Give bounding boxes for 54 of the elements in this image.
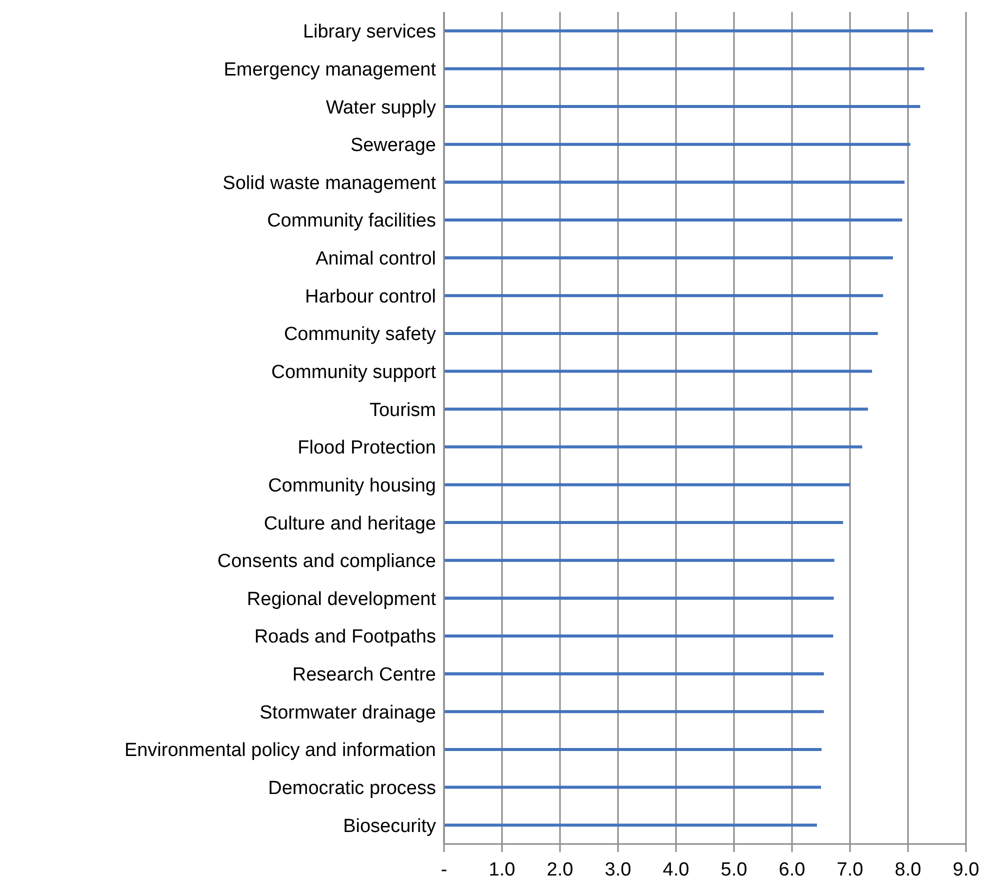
- x-tick-label: -: [440, 859, 448, 880]
- y-tick-label: Solid waste management: [222, 172, 437, 194]
- bar: [444, 408, 868, 411]
- bar: [444, 370, 872, 373]
- bar: [444, 521, 844, 524]
- bar: [444, 786, 821, 789]
- y-tick-label: Tourism: [369, 400, 436, 421]
- y-tick-label: Stormwater drainage: [260, 702, 436, 724]
- y-tick-label: Regional development: [246, 588, 437, 610]
- x-tick-label: 1.0: [488, 859, 516, 880]
- y-tick-label: Community support: [271, 362, 437, 384]
- bar: [444, 105, 920, 108]
- bar: [444, 294, 884, 298]
- x-tick-label: 6.0: [778, 859, 806, 880]
- x-tick-label: 4.0: [662, 859, 690, 880]
- y-tick-label: Consents and compliance: [217, 551, 436, 572]
- bar: [444, 218, 902, 222]
- bar: [444, 142, 910, 146]
- bar: [444, 180, 905, 184]
- bar: [444, 332, 878, 335]
- x-tick-label: 2.0: [546, 859, 574, 880]
- x-tick-label: 5.0: [720, 859, 748, 880]
- y-tick-label: Emergency management: [224, 59, 437, 80]
- y-tick-label: Sewerage: [350, 135, 436, 156]
- y-tick-label: Culture and heritage: [264, 513, 436, 534]
- y-tick-label: Community housing: [268, 475, 436, 496]
- y-tick-label: Biosecurity: [343, 816, 436, 837]
- x-tick-label: 8.0: [894, 859, 922, 880]
- bar: [444, 558, 834, 562]
- x-tick-label: 9.0: [952, 859, 980, 880]
- y-tick-label: Community safety: [284, 324, 436, 346]
- y-tick-label: Water supply: [326, 97, 436, 118]
- y-tick-label: Animal control: [316, 248, 436, 270]
- bar: [444, 445, 862, 448]
- bar: [444, 672, 824, 676]
- y-tick-label: Community facilities: [267, 210, 436, 232]
- bar: [444, 483, 850, 486]
- y-tick-label: Roads and Footpaths: [254, 626, 436, 648]
- y-tick-label: Harbour control: [305, 286, 436, 308]
- y-tick-label: Research Centre: [292, 664, 436, 686]
- bar: [444, 824, 817, 827]
- bar: [444, 748, 822, 751]
- y-tick-label: Environmental policy and information: [124, 740, 436, 762]
- bar: [444, 29, 933, 32]
- bar: [444, 710, 824, 714]
- y-tick-label: Democratic process: [268, 778, 436, 800]
- bar: [444, 596, 834, 600]
- bar: [444, 256, 893, 260]
- y-tick-label: Library services: [302, 22, 436, 43]
- y-tick-label: Flood Protection: [298, 438, 436, 459]
- x-tick-label: 3.0: [604, 859, 632, 880]
- x-tick-label: 7.0: [836, 859, 864, 880]
- bar: [444, 67, 924, 70]
- bar: [444, 634, 834, 638]
